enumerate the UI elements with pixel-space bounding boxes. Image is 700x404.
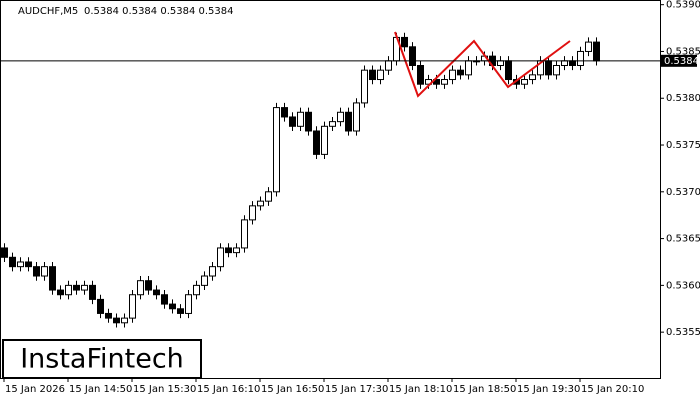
candle-body bbox=[153, 289, 160, 296]
candle-body bbox=[1, 247, 8, 258]
candle-body bbox=[57, 289, 64, 296]
candle-body bbox=[9, 256, 16, 268]
candle-body bbox=[17, 261, 24, 268]
candle-body bbox=[337, 111, 344, 123]
last-price-label: 0.5384 bbox=[664, 56, 699, 67]
x-tick-label: 15 Jan 2026 bbox=[5, 384, 65, 395]
x-tick-label: 15 Jan 14:50 bbox=[69, 384, 132, 395]
last-price-box bbox=[661, 54, 697, 67]
candle-body bbox=[281, 107, 288, 118]
candle-body bbox=[441, 79, 448, 85]
y-tick-label: 0.5385 bbox=[666, 46, 700, 57]
candle-body bbox=[113, 317, 120, 324]
x-tick-label: 15 Jan 16:50 bbox=[261, 384, 324, 395]
chart-title: AUDCHF,M5 bbox=[18, 6, 78, 17]
candle-body bbox=[585, 41, 592, 52]
candle-body bbox=[577, 50, 584, 66]
candle-body bbox=[369, 69, 376, 81]
candle-body bbox=[225, 247, 232, 254]
candle-body bbox=[249, 205, 256, 221]
x-tick-label: 15 Jan 20:10 bbox=[581, 384, 644, 395]
candle-body bbox=[193, 284, 200, 296]
y-tick-label: 0.5365 bbox=[666, 234, 700, 245]
candle-body bbox=[529, 74, 536, 81]
candle-body bbox=[73, 284, 80, 291]
candle-body bbox=[201, 275, 208, 286]
candle-body bbox=[313, 130, 320, 155]
candle-body bbox=[89, 284, 96, 300]
candle-body bbox=[137, 280, 144, 296]
candle-body bbox=[49, 266, 56, 291]
plot-frame bbox=[0, 0, 661, 379]
candle-body bbox=[497, 60, 504, 66]
y-tick-label: 0.5355 bbox=[666, 327, 700, 338]
y-tick-label: 0.5360 bbox=[666, 280, 700, 291]
candle-body bbox=[33, 266, 40, 277]
candle-body bbox=[65, 284, 72, 296]
candle-body bbox=[569, 60, 576, 66]
candle-body bbox=[593, 41, 600, 62]
candle-body bbox=[401, 36, 408, 48]
candle-body bbox=[121, 317, 128, 324]
pattern-line bbox=[394, 31, 571, 98]
candle-body bbox=[345, 111, 352, 132]
candle-body bbox=[289, 116, 296, 127]
x-tick-label: 15 Jan 17:30 bbox=[325, 384, 388, 395]
candle-body bbox=[105, 312, 112, 319]
candle-body bbox=[361, 69, 368, 104]
candle-body bbox=[305, 111, 312, 132]
candle-body bbox=[185, 294, 192, 314]
candle-body bbox=[505, 60, 512, 81]
candle-body bbox=[169, 303, 176, 310]
candle-body bbox=[561, 60, 568, 66]
x-tick-label: 15 Jan 16:10 bbox=[197, 384, 260, 395]
logo: InstaFintech bbox=[20, 344, 184, 375]
candle-body bbox=[161, 294, 168, 305]
candle-body bbox=[353, 102, 360, 132]
ohlc-readout: 0.5384 0.5384 0.5384 0.5384 bbox=[84, 6, 234, 17]
candle-body bbox=[321, 125, 328, 155]
candle-body bbox=[177, 308, 184, 314]
x-tick-label: 15 Jan 15:30 bbox=[133, 384, 196, 395]
candle-body bbox=[97, 298, 104, 314]
candle-body bbox=[241, 219, 248, 249]
candle-body bbox=[409, 46, 416, 66]
candle-body bbox=[81, 284, 88, 291]
y-tick-label: 0.5375 bbox=[666, 140, 700, 151]
candle-body bbox=[257, 200, 264, 207]
candle-body bbox=[545, 60, 552, 76]
candle-body bbox=[449, 69, 456, 81]
candle-body bbox=[457, 69, 464, 76]
candle-body bbox=[209, 266, 216, 277]
logo-box bbox=[2, 339, 202, 379]
candle-body bbox=[417, 64, 424, 85]
candle-body bbox=[297, 111, 304, 127]
candle-body bbox=[329, 121, 336, 127]
candle-body bbox=[41, 266, 48, 277]
x-tick-label: 15 Jan 18:10 bbox=[389, 384, 452, 395]
candle-body bbox=[265, 191, 272, 202]
plot-area bbox=[1, 32, 600, 328]
candle-body bbox=[25, 261, 32, 268]
y-tick-label: 0.5370 bbox=[666, 187, 700, 198]
x-tick-label: 15 Jan 19:30 bbox=[517, 384, 580, 395]
candle-body bbox=[385, 60, 392, 71]
candle-body bbox=[521, 79, 528, 85]
candle-body bbox=[553, 64, 560, 76]
candle-body bbox=[129, 294, 136, 319]
y-tick-label: 0.5380 bbox=[666, 93, 700, 104]
candle-body bbox=[465, 60, 472, 76]
candle-body bbox=[217, 247, 224, 268]
candle-body bbox=[273, 107, 280, 193]
candle-body bbox=[377, 69, 384, 81]
candle-body bbox=[145, 280, 152, 291]
candle-body bbox=[233, 247, 240, 254]
x-tick-label: 15 Jan 18:50 bbox=[453, 384, 516, 395]
y-tick-label: 0.5390 bbox=[666, 0, 700, 11]
